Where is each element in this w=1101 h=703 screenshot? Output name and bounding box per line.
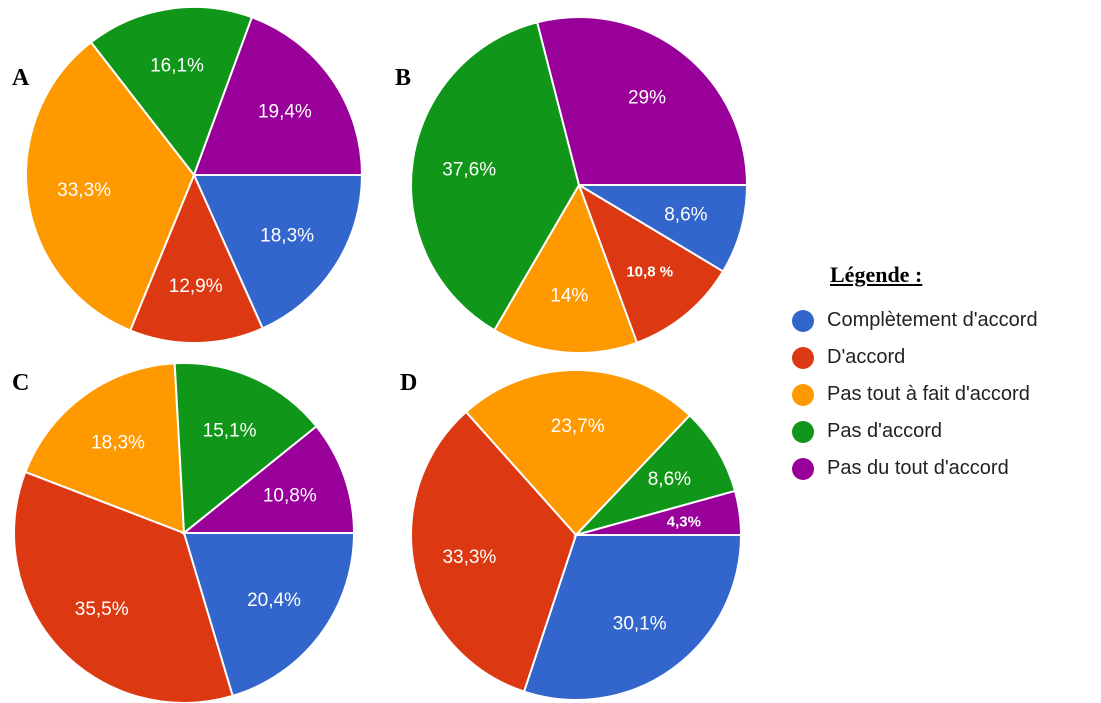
legend-swatch bbox=[792, 383, 814, 406]
data-label-c-2: 35,5% bbox=[75, 599, 129, 620]
pie-slice-d-3 bbox=[464, 369, 692, 537]
pie-slice-a-2 bbox=[128, 172, 264, 344]
data-label-c-5: 10,8% bbox=[263, 486, 317, 507]
data-label-a-5: 19,4% bbox=[258, 102, 312, 123]
data-label-d-3: 23,7% bbox=[551, 416, 605, 437]
data-label-c-4: 15,1% bbox=[203, 421, 257, 442]
pie-slice-c-1 bbox=[182, 532, 356, 698]
legend-swatch bbox=[792, 457, 814, 480]
pie-slice-a-1 bbox=[192, 174, 364, 330]
pie-slice-d-2 bbox=[410, 410, 578, 693]
legend-label: Pas d'accord bbox=[827, 420, 942, 442]
legend-swatch bbox=[792, 309, 814, 332]
data-label-a-3: 33,3% bbox=[57, 180, 111, 201]
legend-label: Pas du tout d'accord bbox=[827, 457, 1009, 479]
data-label-b-1: 8,6% bbox=[664, 205, 707, 226]
pie-slice-c-3 bbox=[24, 362, 186, 535]
pie-slice-c-4 bbox=[173, 362, 318, 536]
pie-chart-d: 30,1% 33,3% 23,7% 8,6% 4,3% bbox=[410, 369, 743, 701]
legend-item-pas-du-tout-d-accord: Pas du tout d'accord bbox=[792, 450, 1038, 487]
legend-swatch bbox=[792, 346, 814, 369]
data-label-d-4: 8,6% bbox=[648, 469, 691, 490]
data-label-b-5: 29% bbox=[628, 87, 666, 108]
pie-slice-d-1 bbox=[522, 534, 743, 701]
legend-item-pas-tout-a-fait-d-accord: Pas tout à fait d'accord bbox=[792, 376, 1038, 413]
pie-slice-d-4 bbox=[572, 414, 737, 537]
pie-slice-a-5 bbox=[192, 16, 364, 176]
data-label-b-3: 14% bbox=[550, 286, 588, 307]
pie-chart-a: 18,3% 12,9% 33,3% 16,1% 19,4% bbox=[25, 6, 364, 344]
legend-label: D'accord bbox=[827, 346, 906, 368]
pie-slice-d-5 bbox=[575, 489, 743, 536]
legend-label: Complètement d'accord bbox=[827, 309, 1038, 331]
legend-swatch bbox=[792, 420, 814, 443]
panel-letter-a: A bbox=[12, 65, 30, 91]
pie-slice-b-4 bbox=[410, 21, 581, 332]
data-label-b-2: 10,8 % bbox=[626, 263, 673, 280]
legend-title: Légende : bbox=[830, 262, 923, 287]
data-label-d-2: 33,3% bbox=[442, 547, 496, 568]
data-label-a-1: 18,3% bbox=[260, 225, 314, 246]
data-label-a-2: 12,9% bbox=[169, 276, 223, 297]
legend-label: Pas tout à fait d'accord bbox=[827, 383, 1030, 405]
legend-item-pas-d-accord: Pas d'accord bbox=[792, 413, 1038, 450]
pie-slice-a-3 bbox=[25, 40, 196, 332]
panel-letter-c: C bbox=[12, 370, 29, 396]
pie-chart-c: 20,4% 35,5% 18,3% 15,1% 10,8% bbox=[13, 362, 356, 703]
pie-slice-b-3 bbox=[493, 182, 639, 354]
data-label-b-4: 37,6% bbox=[442, 160, 496, 181]
pie-slice-a-4 bbox=[89, 6, 254, 178]
panel-letter-b: B bbox=[395, 65, 411, 91]
pie-slice-b-5 bbox=[536, 16, 749, 186]
pie-slice-b-1 bbox=[575, 184, 749, 273]
panel-letter-d: D bbox=[400, 370, 417, 396]
data-label-c-3: 18,3% bbox=[91, 432, 145, 453]
data-label-a-4: 16,1% bbox=[150, 55, 204, 76]
legend-item-completement-d-accord: Complètement d'accord bbox=[792, 302, 1038, 339]
pie-slice-b-2 bbox=[577, 182, 725, 344]
data-label-c-1: 20,4% bbox=[247, 590, 301, 611]
pie-slice-c-5 bbox=[181, 424, 356, 534]
legend-item-d-accord: D'accord bbox=[792, 339, 1038, 376]
pie-chart-b: 8,6% 10,8 % 14% 37,6% 29% bbox=[410, 16, 749, 354]
legend: Légende : Complètement d'accord D'accord… bbox=[792, 262, 1038, 487]
data-label-d-1: 30,1% bbox=[613, 613, 667, 634]
data-label-d-5: 4,3% bbox=[667, 513, 701, 530]
